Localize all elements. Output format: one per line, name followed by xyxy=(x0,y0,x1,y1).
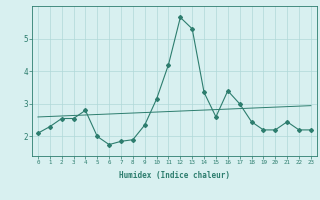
X-axis label: Humidex (Indice chaleur): Humidex (Indice chaleur) xyxy=(119,171,230,180)
